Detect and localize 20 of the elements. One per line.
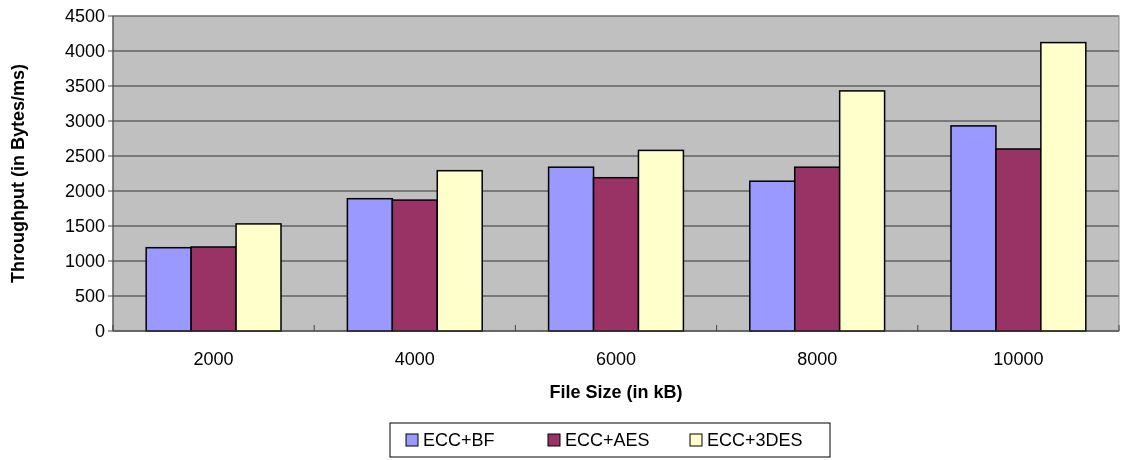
x-tick-label: 2000 xyxy=(193,349,234,369)
y-tick-label: 1000 xyxy=(64,251,105,272)
y-tick-label: 0 xyxy=(94,321,105,342)
y-tick-label: 2000 xyxy=(64,181,105,202)
y-tick-label: 4500 xyxy=(64,6,105,27)
y-tick-label: 1500 xyxy=(64,216,105,237)
y-tick-label: 4000 xyxy=(64,41,105,62)
x-tick-label: 6000 xyxy=(595,349,637,369)
y-tick-label: 2500 xyxy=(64,146,105,167)
x-tick-label: 4000 xyxy=(394,349,435,369)
y-tick-label: 500 xyxy=(74,286,105,307)
legend-label: ECC+AES xyxy=(565,430,650,451)
legend-label: ECC+BF xyxy=(423,430,495,451)
y-tick-label: 3000 xyxy=(64,111,105,132)
legend-label: ECC+3DES xyxy=(707,430,803,451)
x-axis-title: File Size (in kB) xyxy=(549,382,683,402)
y-axis-title: Throughput (in Bytes/ms) xyxy=(8,64,28,283)
x-tick-label: 8000 xyxy=(797,349,838,369)
y-tick-label: 3500 xyxy=(64,76,105,97)
x-tick-label: 10000 xyxy=(993,349,1044,369)
